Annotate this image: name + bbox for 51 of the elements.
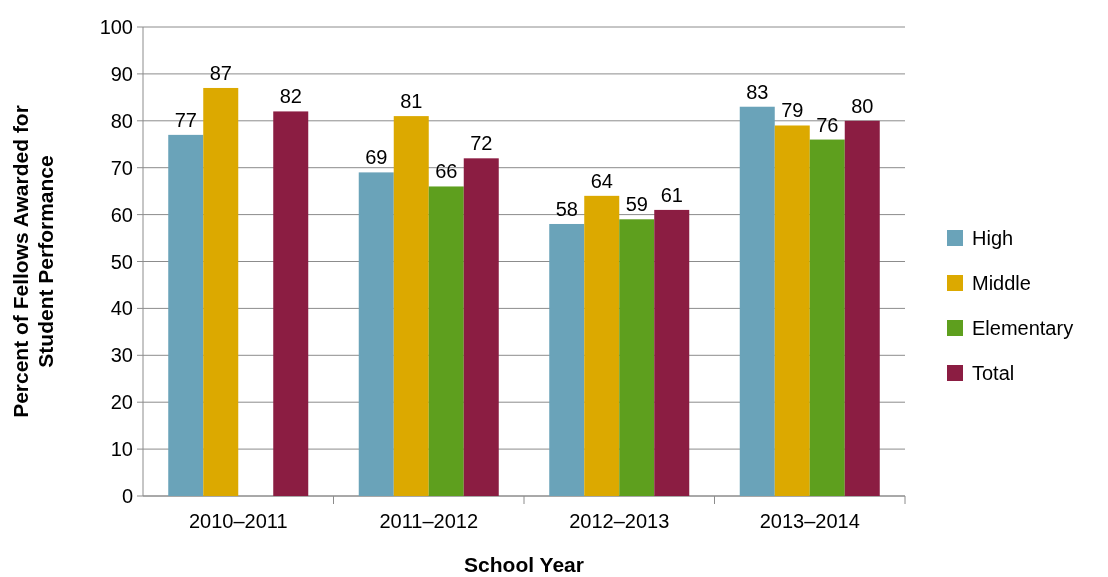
bar bbox=[774, 125, 810, 496]
bar bbox=[584, 195, 620, 496]
legend-label: Elementary bbox=[972, 317, 1074, 339]
bar bbox=[428, 186, 464, 496]
x-tick-label: 2013–2014 bbox=[759, 510, 860, 532]
data-label: 81 bbox=[400, 90, 423, 113]
y-tick-label: 90 bbox=[110, 62, 133, 85]
y-tick-label: 50 bbox=[110, 250, 133, 273]
bar bbox=[549, 223, 585, 496]
bar bbox=[203, 87, 239, 496]
data-label: 69 bbox=[365, 146, 388, 169]
y-tick-label: 40 bbox=[110, 297, 133, 320]
legend-label: Total bbox=[972, 362, 1015, 384]
bar bbox=[619, 219, 655, 496]
bar bbox=[739, 106, 775, 496]
y-tick-label: 30 bbox=[110, 344, 133, 367]
data-label: 87 bbox=[209, 61, 232, 84]
data-label: 59 bbox=[625, 193, 648, 216]
y-tick-label: 60 bbox=[110, 203, 133, 226]
bar bbox=[168, 134, 204, 496]
y-axis-title: Percent of Fellows Awarded for Student Performance bbox=[9, 105, 57, 418]
data-label: 66 bbox=[435, 160, 458, 183]
data-label: 77 bbox=[174, 108, 197, 131]
y-tick-label: 80 bbox=[110, 109, 133, 132]
x-tick-label: 2012–2013 bbox=[569, 510, 670, 532]
y-tick-label: 20 bbox=[110, 391, 133, 414]
data-label: 61 bbox=[660, 183, 683, 206]
y-tick-label: 70 bbox=[110, 156, 133, 179]
data-label: 76 bbox=[816, 113, 839, 136]
x-tick-label: 2010–2011 bbox=[188, 510, 288, 532]
y-tick-label: 100 bbox=[99, 16, 133, 38]
bar bbox=[393, 116, 429, 496]
data-label: 58 bbox=[555, 197, 578, 220]
bar bbox=[463, 158, 499, 496]
data-label: 82 bbox=[279, 85, 302, 108]
x-axis-title: School Year bbox=[464, 553, 584, 576]
data-label: 79 bbox=[781, 99, 804, 122]
y-tick-label: 10 bbox=[110, 438, 133, 461]
y-tick-label: 0 bbox=[121, 485, 133, 507]
legend-label: Middle bbox=[972, 272, 1031, 294]
data-label: 64 bbox=[590, 169, 613, 192]
bar bbox=[273, 111, 309, 496]
data-label: 83 bbox=[746, 80, 769, 103]
bar bbox=[654, 209, 690, 496]
bar bbox=[844, 120, 880, 496]
data-label: 72 bbox=[470, 132, 493, 155]
data-label: 80 bbox=[851, 94, 874, 117]
legend-label: High bbox=[972, 227, 1014, 249]
bar bbox=[809, 139, 845, 496]
bar bbox=[358, 172, 394, 496]
x-tick-label: 2011–2012 bbox=[379, 510, 479, 532]
